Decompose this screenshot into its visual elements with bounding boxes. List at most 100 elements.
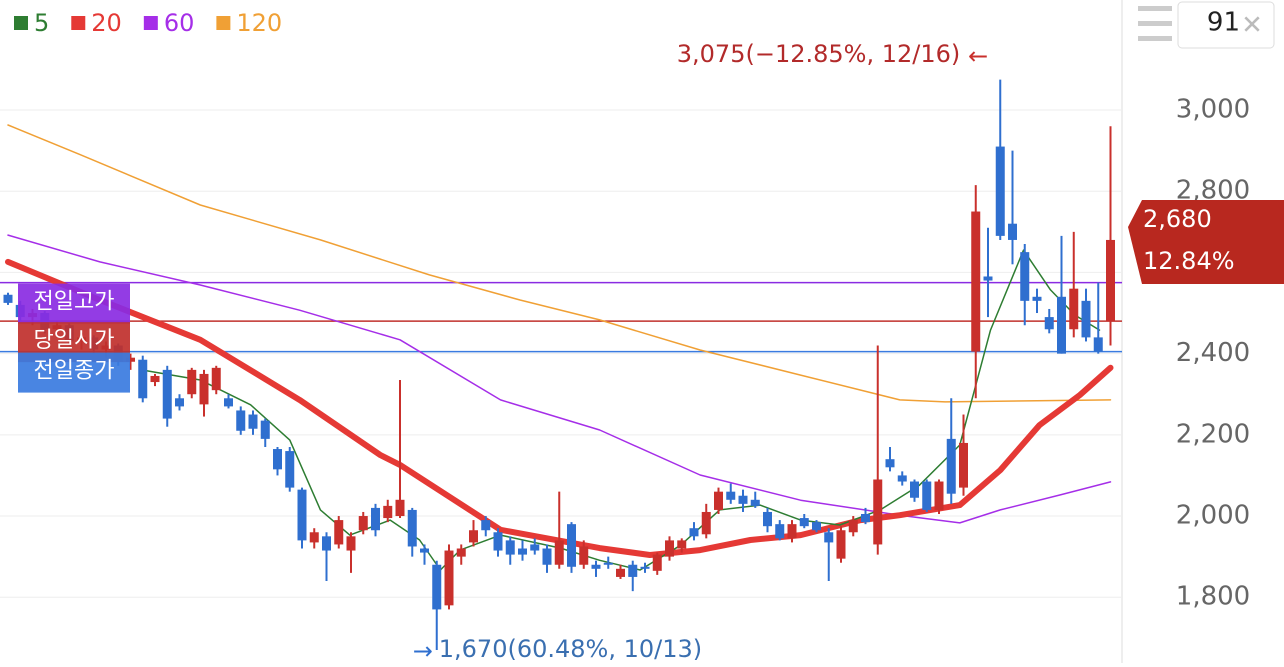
price-change: 12.84% xyxy=(1143,247,1235,275)
candle-body xyxy=(481,520,491,531)
price-value: 2,680 xyxy=(1143,205,1212,233)
legend-label: 120 xyxy=(236,9,282,37)
candle-body xyxy=(959,442,968,488)
candle-body xyxy=(616,568,625,577)
candle-body xyxy=(236,410,246,431)
legend-swatch xyxy=(14,16,28,30)
candle-body xyxy=(750,499,760,506)
candle-body xyxy=(505,540,515,555)
candle-body xyxy=(456,548,466,557)
candle-body xyxy=(628,564,638,577)
menu-icon[interactable] xyxy=(1138,6,1172,41)
candle-body xyxy=(1081,300,1091,338)
candle-body xyxy=(150,375,160,383)
y-tick-label: 2,000 xyxy=(1176,501,1250,531)
candle-body xyxy=(922,481,932,510)
candle-body xyxy=(848,520,858,533)
reference-label: 전일고가 xyxy=(34,290,115,315)
candle-body xyxy=(175,398,184,407)
y-tick-label: 2,400 xyxy=(1176,338,1250,368)
ma-line xyxy=(7,234,1112,524)
candle-body xyxy=(714,491,723,510)
ma-line xyxy=(5,258,1114,558)
candle-body xyxy=(3,294,13,303)
candle-body xyxy=(285,451,295,488)
candle-body xyxy=(260,420,270,439)
candle-body xyxy=(812,522,821,531)
candle-body xyxy=(469,530,478,543)
legend-label: 20 xyxy=(91,9,122,37)
count-value: 91 xyxy=(1207,8,1240,38)
candle-body xyxy=(677,540,687,549)
candle-body xyxy=(322,536,331,551)
candle-body xyxy=(432,564,442,610)
candle-body xyxy=(738,495,748,504)
low-arrow: → xyxy=(413,637,433,663)
candle-body xyxy=(652,554,662,571)
candle-body xyxy=(297,489,307,541)
candle-body xyxy=(983,276,993,281)
count-input[interactable] xyxy=(1177,1,1275,49)
moving-averages xyxy=(5,124,1114,571)
candle-body xyxy=(861,513,870,523)
candle-body xyxy=(334,520,344,545)
candle-body xyxy=(518,548,527,555)
candle-body xyxy=(971,211,981,352)
clear-button[interactable]: ✕ xyxy=(1241,11,1263,41)
high-arrow: ← xyxy=(968,42,988,70)
reference-label-box xyxy=(18,352,130,393)
candle-body xyxy=(910,481,919,498)
menu-bar xyxy=(1138,21,1172,26)
ma-line xyxy=(140,249,1101,571)
candle-body xyxy=(1093,337,1103,352)
candle-body xyxy=(420,548,429,553)
candle-body xyxy=(591,564,601,569)
low-label: 1,670(60.48%, 10/13) xyxy=(439,635,702,663)
candle-body xyxy=(1106,239,1115,322)
candle-body xyxy=(946,438,956,494)
candle-body xyxy=(162,369,172,419)
candle-body xyxy=(775,524,785,539)
candle-body xyxy=(640,566,650,569)
price-tag xyxy=(1128,199,1284,284)
candle-body xyxy=(358,516,368,531)
candle-body xyxy=(787,524,797,539)
candle-body xyxy=(603,562,613,565)
legend-swatch xyxy=(216,16,231,30)
candle-body xyxy=(763,511,772,527)
legend-label: 5 xyxy=(34,9,49,37)
y-tick-label: 1,800 xyxy=(1176,582,1250,612)
legend-label: 60 xyxy=(164,9,195,37)
candle-body xyxy=(407,509,417,547)
candle-body xyxy=(934,481,944,510)
candle-body xyxy=(995,146,1005,236)
candle-body xyxy=(346,536,356,551)
candle-body xyxy=(897,475,907,482)
candle-body xyxy=(199,373,209,405)
candle-body xyxy=(444,550,454,606)
candle-body xyxy=(248,414,258,429)
legend-swatch xyxy=(71,16,86,30)
candle-body xyxy=(1008,223,1017,240)
candle-body xyxy=(542,548,552,565)
candle-body xyxy=(530,544,540,551)
candle-body xyxy=(554,540,564,565)
candle-body xyxy=(799,518,809,527)
candle-body xyxy=(395,499,405,517)
candle-body xyxy=(211,367,221,391)
candle-body xyxy=(371,507,380,531)
candle-body xyxy=(579,546,589,565)
candle-body xyxy=(309,532,319,543)
candle-body xyxy=(824,532,834,543)
legend-swatch xyxy=(143,16,158,30)
candle-body xyxy=(126,357,135,362)
candle-body xyxy=(701,511,711,535)
candle-body xyxy=(1069,288,1079,330)
y-tick-label: 3,000 xyxy=(1176,95,1250,125)
candle-body xyxy=(273,449,282,470)
candle-body xyxy=(836,530,846,559)
candle-body xyxy=(224,398,233,407)
reference-label: 전일종가 xyxy=(34,359,115,384)
